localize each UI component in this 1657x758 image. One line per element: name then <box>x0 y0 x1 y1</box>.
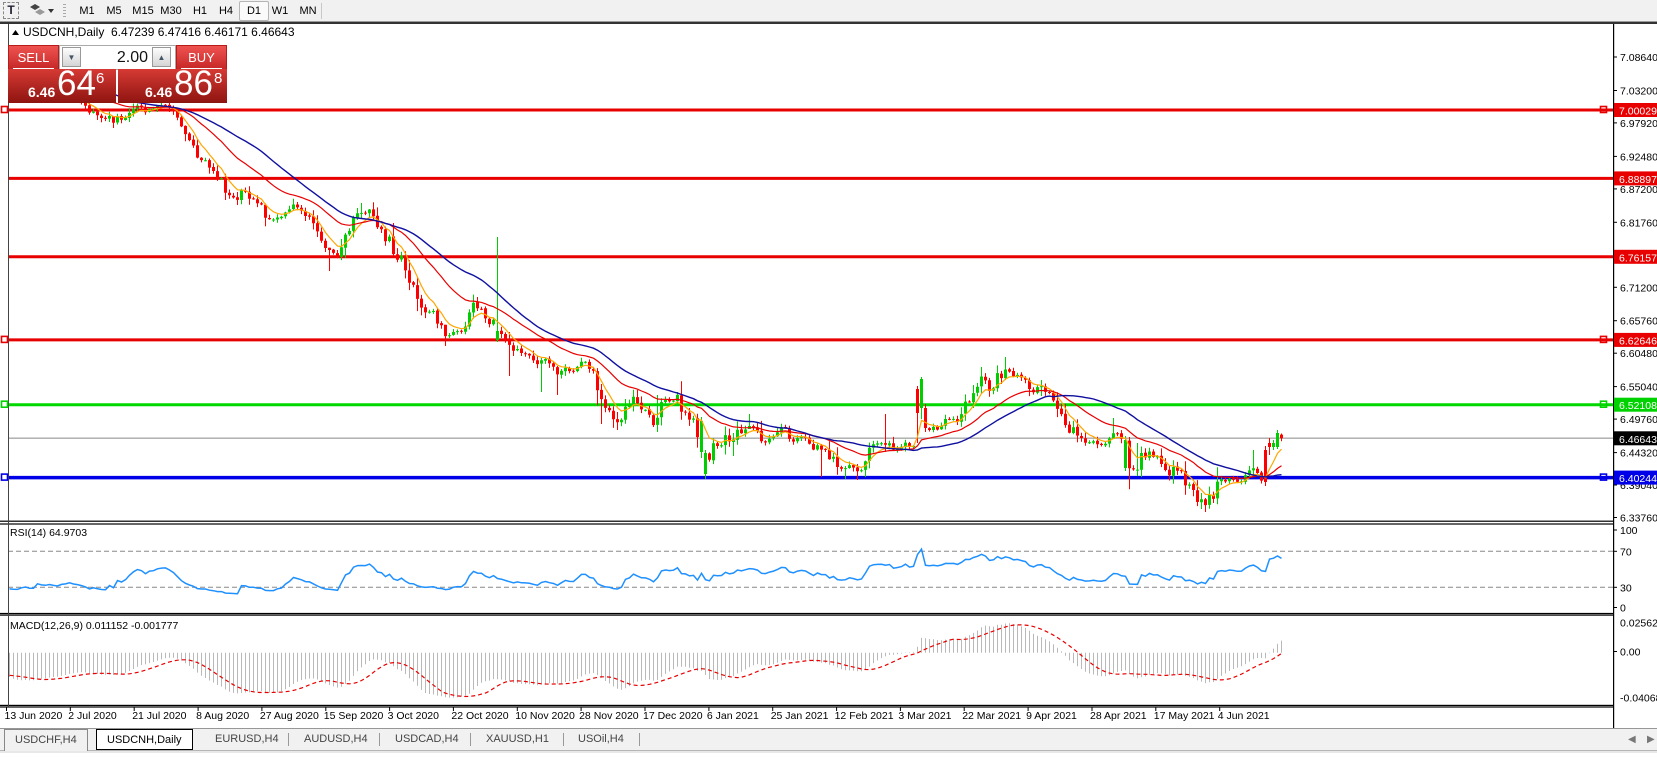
svg-text:6.97920: 6.97920 <box>1620 118 1657 130</box>
svg-text:3 Oct 2020: 3 Oct 2020 <box>388 710 440 722</box>
svg-text:0: 0 <box>1620 603 1626 615</box>
svg-text:3 Mar 2021: 3 Mar 2021 <box>898 710 951 722</box>
svg-text:22 Mar 2021: 22 Mar 2021 <box>962 710 1021 722</box>
svg-text:17 Dec 2020: 17 Dec 2020 <box>643 710 703 722</box>
svg-text:9 Apr 2021: 9 Apr 2021 <box>1026 710 1077 722</box>
svg-text:6.44320: 6.44320 <box>1620 448 1657 460</box>
svg-text:6.76157: 6.76157 <box>1619 252 1657 264</box>
svg-text:8 Aug 2020: 8 Aug 2020 <box>196 710 249 722</box>
svg-text:30: 30 <box>1620 582 1632 594</box>
svg-text:70: 70 <box>1620 546 1632 558</box>
svg-text:0.00: 0.00 <box>1620 647 1641 659</box>
svg-text:6.87200: 6.87200 <box>1620 184 1657 196</box>
svg-text:6.33760: 6.33760 <box>1620 513 1657 525</box>
svg-text:13 Jun 2020: 13 Jun 2020 <box>5 710 63 722</box>
svg-text:0.025623: 0.025623 <box>1620 618 1657 630</box>
svg-text:10 Nov 2020: 10 Nov 2020 <box>515 710 575 722</box>
svg-text:28 Apr 2021: 28 Apr 2021 <box>1090 710 1147 722</box>
svg-text:12 Feb 2021: 12 Feb 2021 <box>835 710 894 722</box>
svg-text:-0.040687: -0.040687 <box>1620 693 1657 705</box>
svg-text:MACD(12,26,9) 0.011152 -0.0017: MACD(12,26,9) 0.011152 -0.001777 <box>10 620 178 632</box>
svg-text:6.65760: 6.65760 <box>1620 316 1657 328</box>
svg-text:6.62646: 6.62646 <box>1619 335 1657 347</box>
svg-text:6.52108: 6.52108 <box>1619 400 1657 412</box>
svg-text:6.46643: 6.46643 <box>1619 434 1657 446</box>
svg-text:6.92480: 6.92480 <box>1620 151 1657 163</box>
svg-text:7.03200: 7.03200 <box>1620 86 1657 98</box>
svg-text:6.55040: 6.55040 <box>1620 382 1657 394</box>
svg-text:2 Jul 2020: 2 Jul 2020 <box>68 710 117 722</box>
svg-text:15 Sep 2020: 15 Sep 2020 <box>324 710 384 722</box>
svg-text:22 Oct 2020: 22 Oct 2020 <box>451 710 508 722</box>
svg-text:6.71200: 6.71200 <box>1620 282 1657 294</box>
svg-text:17 May 2021: 17 May 2021 <box>1154 710 1215 722</box>
svg-text:USDCNH,Daily 6.47239 6.47416: USDCNH,Daily 6.47239 6.47416 6.46171 6.4… <box>23 25 295 39</box>
svg-text:6.49760: 6.49760 <box>1620 414 1657 426</box>
svg-text:6.40244: 6.40244 <box>1619 473 1657 485</box>
svg-text:21 Jul 2020: 21 Jul 2020 <box>132 710 186 722</box>
svg-text:28 Nov 2020: 28 Nov 2020 <box>579 710 639 722</box>
svg-text:27 Aug 2020: 27 Aug 2020 <box>260 710 319 722</box>
svg-text:6.81760: 6.81760 <box>1620 217 1657 229</box>
svg-text:100: 100 <box>1620 525 1638 537</box>
svg-text:RSI(14) 64.9703: RSI(14) 64.9703 <box>10 527 87 539</box>
svg-text:7.08640: 7.08640 <box>1620 52 1657 64</box>
svg-text:6.88897: 6.88897 <box>1619 174 1657 186</box>
svg-text:25 Jan 2021: 25 Jan 2021 <box>771 710 829 722</box>
svg-text:6.60480: 6.60480 <box>1620 348 1657 360</box>
svg-text:7.00029: 7.00029 <box>1619 106 1657 118</box>
svg-text:4 Jun 2021: 4 Jun 2021 <box>1218 710 1270 722</box>
svg-text:6 Jan 2021: 6 Jan 2021 <box>707 710 759 722</box>
